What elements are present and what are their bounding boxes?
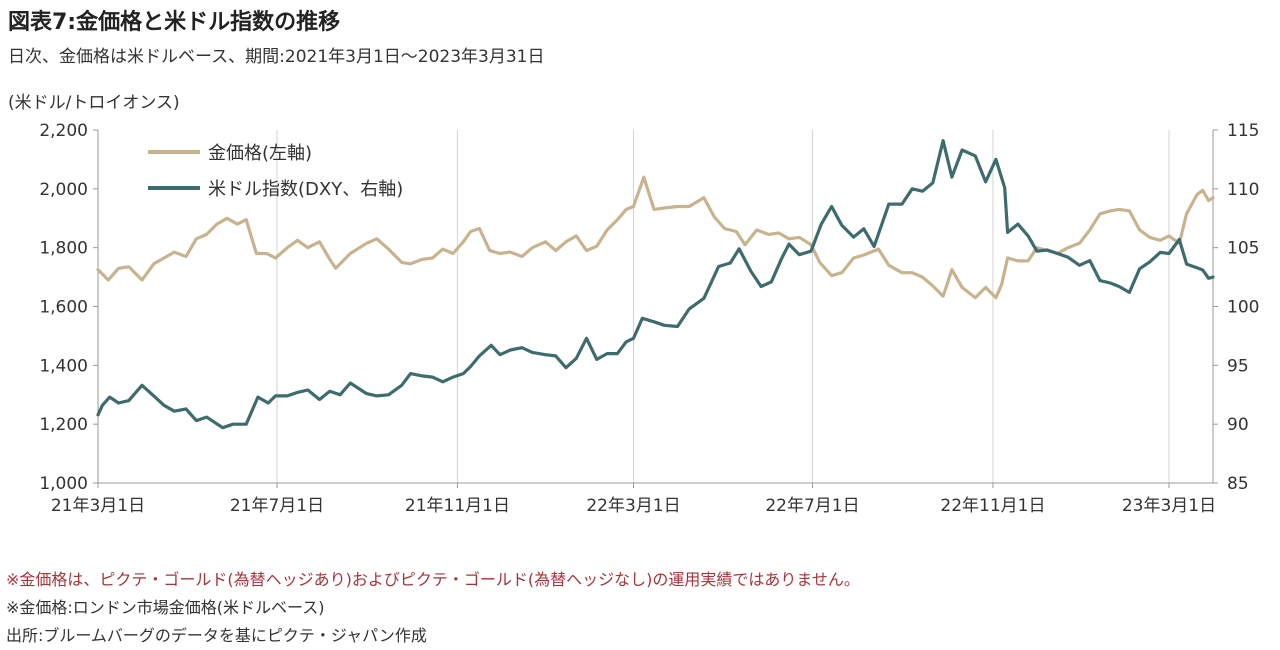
dxy-line (96, 139, 1215, 430)
right-tick-label-6: 115 (1227, 121, 1259, 141)
chart-subtitle: 日次、金価格は米ドルベース、期間:2021年3月1日〜2023年3月31日 (8, 47, 545, 67)
right-tick-label-5: 110 (1227, 180, 1259, 200)
disclaimer-note: ※金価格は、ピクテ・ゴールド(為替ヘッジあり)およびピクテ・ゴールド(為替ヘッジ… (6, 570, 860, 589)
gold-dxy-line-chart: 1,000 1,200 1,400 1,600 1,800 2,000 2,200 85 90 9… (39, 121, 1259, 516)
right-tick-label-1: 90 (1227, 415, 1249, 435)
x-tick-label-0: 21年3月1日 (51, 496, 145, 516)
left-tick-label-1: 1,200 (39, 415, 88, 435)
chart-title: 図表7:金価格と米ドル指数の推移 (8, 10, 341, 35)
x-tick-label-1: 21年7月1日 (230, 496, 324, 516)
x-tick-label-6: 23年3月1日 (1122, 496, 1216, 516)
right-tick-label-2: 95 (1227, 356, 1249, 376)
left-tick-label-6: 2,200 (39, 121, 88, 141)
x-tick-label-4: 22年7月1日 (765, 496, 859, 516)
left-tick-label-2: 1,400 (39, 356, 88, 376)
x-tick-label-5: 22年11月1日 (940, 496, 1045, 516)
gold-price-source-note: ※金価格:ロンドン市場金価格(米ドルベース) (6, 598, 325, 617)
x-tick-label-3: 22年3月1日 (586, 496, 680, 516)
legend-gold-price-label: 金価格(左軸) (208, 143, 312, 164)
left-tick-label-4: 1,800 (39, 239, 88, 259)
left-tick-label-5: 2,000 (39, 180, 88, 200)
right-tick-label-4: 105 (1227, 239, 1259, 259)
left-tick-label-0: 1,000 (39, 474, 88, 494)
legend-dxy-label: 米ドル指数(DXY、右軸) (208, 179, 403, 200)
right-tick-label-3: 100 (1227, 298, 1259, 318)
left-axis-unit-label: (米ドル/トロイオンス) (8, 93, 180, 113)
data-source-note: 出所:ブルームバーグのデータを基にピクテ・ジャパン作成 (6, 626, 427, 645)
right-tick-label-0: 85 (1227, 474, 1249, 494)
x-tick-label-2: 21年11月1日 (405, 496, 510, 516)
left-tick-label-3: 1,600 (39, 298, 88, 318)
